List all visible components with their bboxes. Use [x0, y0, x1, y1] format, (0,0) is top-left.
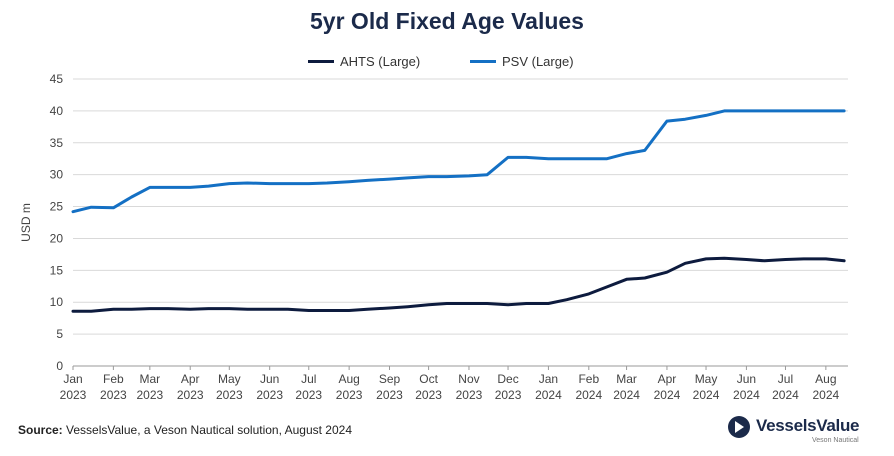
y-tick-label: 35: [50, 136, 64, 150]
x-tick-month: Dec: [497, 372, 518, 386]
x-tick-month: Sep: [379, 372, 401, 386]
x-tick-year: 2024: [772, 388, 799, 402]
x-tick-month: May: [695, 372, 718, 386]
x-tick-month: Feb: [578, 372, 599, 386]
y-tick-label: 0: [56, 359, 63, 373]
x-tick-month: Feb: [103, 372, 124, 386]
source-text: VesselsValue, a Veson Nautical solution,…: [66, 423, 353, 437]
x-tick-year: 2024: [575, 388, 602, 402]
x-tick-year: 2023: [495, 388, 522, 402]
y-tick-label: 40: [50, 104, 64, 118]
x-tick-month: Aug: [815, 372, 836, 386]
legend-swatch-psv: [470, 60, 496, 63]
x-tick-month: Jul: [778, 372, 793, 386]
y-tick-label: 15: [50, 263, 64, 277]
x-tick-year: 2023: [295, 388, 322, 402]
x-tick-month: Jul: [301, 372, 316, 386]
x-tick-month: Aug: [338, 372, 359, 386]
x-tick-year: 2023: [336, 388, 363, 402]
y-tick-label: 10: [50, 295, 64, 309]
y-tick-label: 30: [50, 168, 64, 182]
series-line-ahts: [71, 256, 846, 313]
x-tick-year: 2024: [693, 388, 720, 402]
x-tick-month: Mar: [616, 372, 637, 386]
chart-title: 5yr Old Fixed Age Values: [310, 8, 584, 34]
legend-label-ahts: AHTS (Large): [340, 54, 421, 69]
x-tick-year: 2023: [256, 388, 283, 402]
y-tick-label: 25: [50, 200, 64, 214]
x-tick-month: Jan: [63, 372, 82, 386]
x-tick-year: 2023: [376, 388, 403, 402]
y-tick-label: 5: [56, 327, 63, 341]
x-tick-year: 2023: [100, 388, 127, 402]
line-chart: 0 5 10 15 20 25 30 35 40 45 USD m Jan 2023 Feb 2023 Mar…: [19, 72, 848, 402]
legend-item-ahts: AHTS (Large): [308, 54, 420, 69]
source-label: Source:: [18, 423, 63, 437]
series-line-psv: [71, 109, 846, 214]
legend-item-psv: PSV (Large): [470, 54, 574, 69]
logo-mark-icon: [728, 416, 750, 438]
y-tick-label: 45: [50, 72, 64, 86]
x-tick-year: 2023: [456, 388, 483, 402]
x-tick-year: 2024: [654, 388, 681, 402]
x-tick-month: Apr: [181, 372, 200, 386]
x-tick-month: Mar: [140, 372, 161, 386]
y-tick-label: 20: [50, 231, 64, 245]
source-note: Source: VesselsValue, a Veson Nautical s…: [18, 423, 352, 437]
logo-wordmark: VesselsValue: [756, 416, 860, 435]
x-tick-year: 2023: [415, 388, 442, 402]
x-tick-month: Apr: [658, 372, 677, 386]
x-tick-year: 2024: [813, 388, 840, 402]
x-tick-year: 2024: [733, 388, 760, 402]
x-tick-year: 2023: [216, 388, 243, 402]
x-tick-month: May: [218, 372, 241, 386]
x-tick-month: Jun: [737, 372, 756, 386]
vesselsvalue-logo: VesselsValue Veson Nautical: [728, 414, 868, 448]
y-axis-label: USD m: [19, 203, 33, 242]
x-tick-year: 2024: [613, 388, 640, 402]
x-tick-year: 2024: [535, 388, 562, 402]
legend: AHTS (Large) PSV (Large): [0, 54, 894, 72]
x-tick-year: 2023: [177, 388, 204, 402]
x-tick-month: Jun: [260, 372, 279, 386]
legend-label-psv: PSV (Large): [502, 54, 574, 69]
logo-subtext: Veson Nautical: [812, 437, 859, 444]
legend-swatch-ahts: [308, 60, 334, 63]
x-tick-month: Jan: [539, 372, 558, 386]
x-tick-month: Oct: [419, 372, 438, 386]
x-tick-year: 2023: [136, 388, 163, 402]
x-tick-year: 2023: [60, 388, 87, 402]
x-tick-month: Nov: [458, 372, 479, 386]
